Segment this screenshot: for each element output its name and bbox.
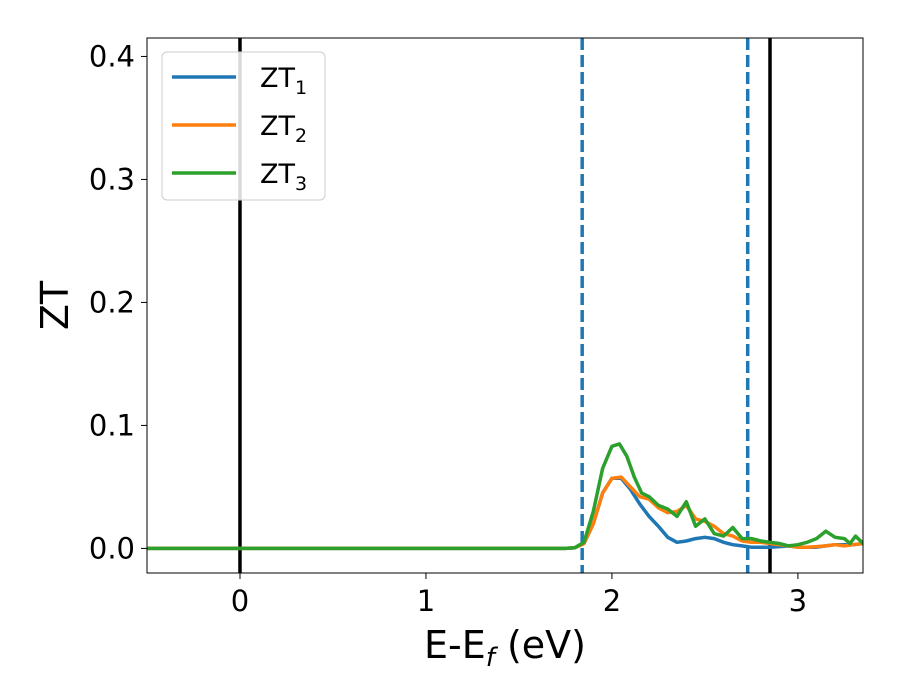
legend-box xyxy=(161,51,326,201)
y-tick-label: 0.2 xyxy=(89,285,135,319)
legend-label-1: ZT1 xyxy=(260,63,307,99)
series-line-2 xyxy=(147,475,863,551)
x-axis-label-suffix: (eV) xyxy=(495,623,586,667)
series-lines xyxy=(147,442,863,551)
y-axis-label: ZT xyxy=(33,280,77,330)
y-tick-label: 0.3 xyxy=(89,162,135,196)
x-tick-label: 2 xyxy=(603,584,621,618)
y-tick-label: 0.1 xyxy=(89,408,135,442)
x-tick-label: 1 xyxy=(417,584,435,618)
legend: ZT1 ZT2 ZT3 xyxy=(161,51,326,201)
y-axis-ticks: 0.0 0.1 0.2 0.3 0.4 xyxy=(89,39,147,565)
plot-frame xyxy=(146,37,864,574)
y-tick-label: 0.4 xyxy=(89,39,135,73)
y-tick-label: 0.0 xyxy=(89,531,135,565)
x-axis-label: E-Ef (eV) xyxy=(424,623,586,673)
series-line-3 xyxy=(147,442,863,551)
x-axis-label-main: E-E xyxy=(424,623,486,667)
x-axis-ticks: 0 1 2 3 xyxy=(231,573,807,618)
x-tick-label: 0 xyxy=(231,584,249,618)
legend-label-3: ZT3 xyxy=(260,159,307,195)
x-tick-label: 3 xyxy=(789,584,807,618)
legend-label-2: ZT2 xyxy=(260,111,307,147)
